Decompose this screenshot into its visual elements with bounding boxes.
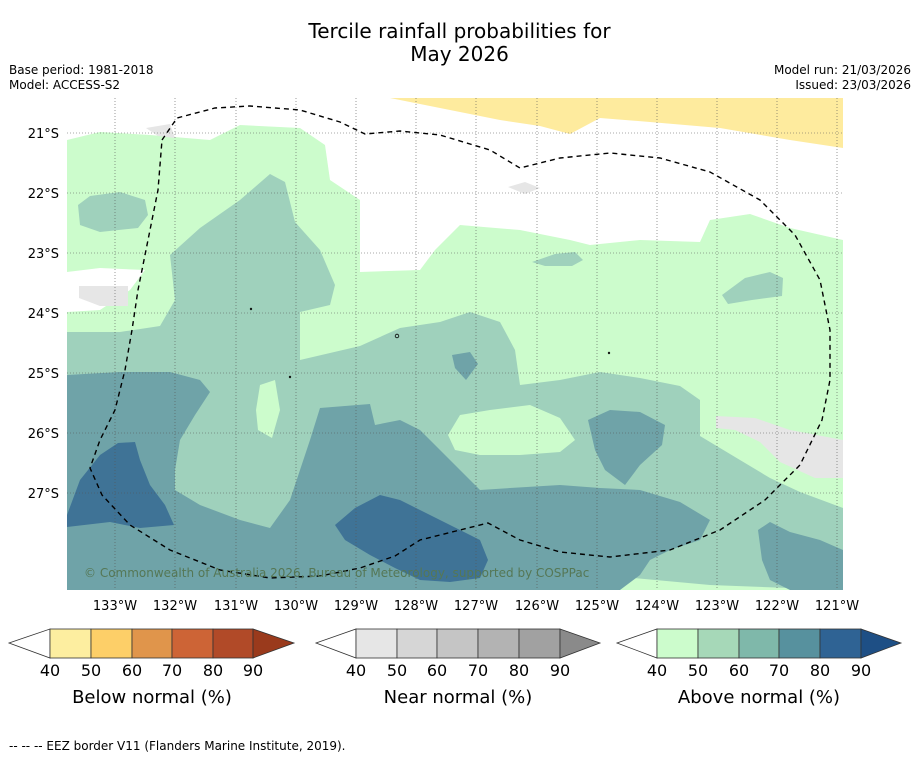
chart-title-line2: May 2026 — [410, 42, 509, 66]
lon-label: 124°W — [635, 599, 679, 614]
legend-extend-low — [615, 628, 658, 659]
lat-label: 25°S — [28, 367, 59, 382]
legend-tick: 80 — [203, 661, 223, 680]
legend-swatch — [778, 628, 821, 659]
legend-above-normal: 40 50 60 70 80 90 Above normal (%) — [615, 628, 903, 708]
legend-tick: 90 — [243, 661, 263, 680]
legend-label: Below normal (%) — [72, 687, 232, 708]
legend-swatch — [518, 628, 561, 659]
lat-label: 21°S — [28, 127, 59, 142]
legend-tick: 50 — [387, 661, 407, 680]
legend-below-normal: 40 50 60 70 80 90 Below normal (%) — [7, 628, 296, 708]
above-60-region — [67, 372, 710, 590]
below-40-region — [390, 98, 843, 148]
lat-label: 26°S — [28, 427, 59, 442]
longitude-labels: 133°W 132°W 131°W 130°W 129°W 128°W 127°… — [93, 599, 859, 614]
legend-swatch — [90, 628, 133, 659]
map-plot-area: © Commonwealth of Australia 2026, Bureau… — [67, 98, 843, 590]
map-figure: © Commonwealth of Australia 2026, Bureau… — [7, 98, 903, 708]
legend-tick: 70 — [769, 661, 789, 680]
above-50-region — [67, 174, 843, 590]
eez-border — [89, 105, 831, 579]
legend-swatch — [697, 628, 740, 659]
legend-swatch — [436, 628, 479, 659]
chart-title-line1: Tercile rainfall probabilities for — [308, 19, 611, 43]
lon-label: 132°W — [153, 599, 197, 614]
legend-tick: 60 — [427, 661, 447, 680]
lat-label: 23°S — [28, 247, 59, 262]
lon-label: 130°W — [274, 599, 318, 614]
legend-swatch — [477, 628, 520, 659]
legend-swatch — [49, 628, 92, 659]
above-50-patch — [532, 252, 583, 266]
legend-tick: 40 — [40, 661, 60, 680]
latitude-labels: 21°S 22°S 23°S 24°S 25°S 26°S 27°S — [28, 127, 59, 502]
legend-tick: 50 — [688, 661, 708, 680]
legend-tick: 60 — [122, 661, 142, 680]
legend-tick: 60 — [729, 661, 749, 680]
above-60-patch — [758, 522, 843, 590]
near-normal-patch — [716, 416, 843, 478]
lon-label: 127°W — [454, 599, 498, 614]
legend-swatch — [738, 628, 780, 659]
lat-label: 22°S — [28, 187, 59, 202]
issued-text: Issued: 23/03/2026 — [795, 78, 911, 92]
legend-tick: 80 — [810, 661, 830, 680]
legend-swatch — [171, 628, 214, 659]
legend-extend-low — [7, 628, 51, 659]
legend-tick: 90 — [550, 661, 570, 680]
near-normal-patch — [146, 124, 175, 138]
lon-label: 126°W — [515, 599, 559, 614]
above-50-patch — [722, 272, 783, 304]
legend-extend-high — [860, 628, 903, 659]
near-normal-patch — [508, 182, 540, 194]
lon-label: 122°W — [755, 599, 799, 614]
legend-extend-low — [314, 628, 357, 659]
model-run-text: Model run: 21/03/2026 — [773, 63, 911, 77]
above-60-patch — [588, 410, 665, 485]
legend-tick: 40 — [647, 661, 667, 680]
legend-tick: 80 — [509, 661, 529, 680]
above-60-patch — [452, 352, 478, 380]
legend-tick: 70 — [162, 661, 182, 680]
near-normal-patch — [79, 286, 128, 306]
lat-label: 24°S — [28, 307, 59, 322]
above-70-region — [67, 442, 174, 528]
lon-label: 128°W — [394, 599, 438, 614]
lon-label: 123°W — [695, 599, 739, 614]
lat-label: 27°S — [28, 487, 59, 502]
lon-label: 129°W — [334, 599, 378, 614]
lon-label: 133°W — [93, 599, 137, 614]
eez-footnote: -- -- -- EEZ border V11 (Flanders Marine… — [9, 739, 346, 753]
lon-label: 121°W — [815, 599, 859, 614]
islands — [249, 307, 611, 379]
base-period-text: Base period: 1981-2018 — [9, 63, 154, 77]
model-text: Model: ACCESS-S2 — [9, 78, 121, 92]
above-50-patch — [78, 192, 148, 232]
legend-swatch — [212, 628, 254, 659]
graticule — [67, 98, 843, 590]
legend-tick: 70 — [468, 661, 488, 680]
legend-swatch — [355, 628, 398, 659]
legend-label: Above normal (%) — [678, 687, 840, 708]
legend-tick: 50 — [81, 661, 101, 680]
legend-tick: 90 — [851, 661, 871, 680]
legend-label: Near normal (%) — [384, 687, 533, 708]
copyright-text: © Commonwealth of Australia 2026, Bureau… — [84, 566, 589, 580]
lon-label: 131°W — [214, 599, 258, 614]
legend-swatch — [131, 628, 173, 659]
legend-extend-high — [559, 628, 602, 659]
legend-swatch — [819, 628, 862, 659]
legend-near-normal: 40 50 60 70 80 90 Near normal (%) — [314, 628, 602, 708]
legend-tick: 40 — [346, 661, 366, 680]
legend-swatch — [656, 628, 699, 659]
legend-swatch — [396, 628, 438, 659]
above-70-region — [335, 495, 488, 582]
legend-extend-high — [252, 628, 296, 659]
lon-label: 125°W — [575, 599, 619, 614]
